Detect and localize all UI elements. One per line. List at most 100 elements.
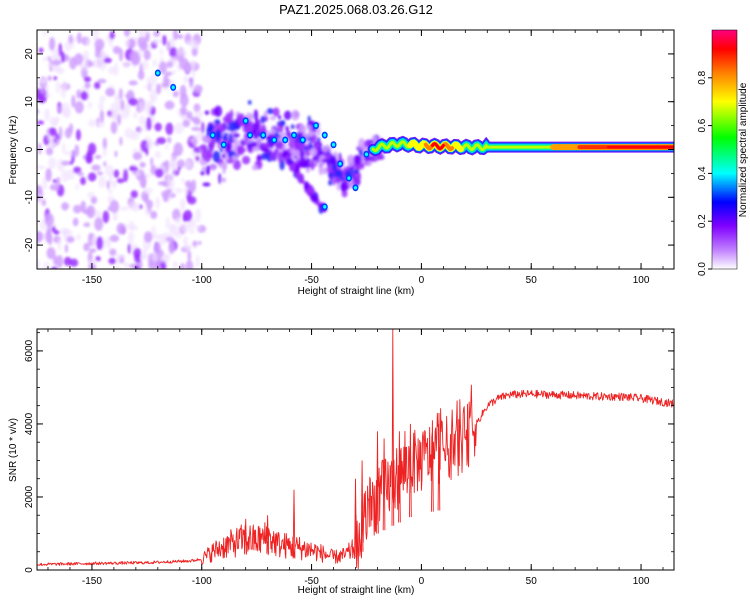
speckle-blob — [184, 186, 190, 196]
band-blob — [206, 126, 210, 139]
speckle-blob — [146, 139, 153, 151]
speckle-blob — [156, 39, 163, 44]
speckle-blob — [44, 213, 55, 227]
band-blob — [242, 155, 251, 165]
branch-blob — [284, 155, 292, 161]
speckle-blob — [108, 114, 118, 119]
speckle-blob — [53, 76, 58, 81]
speckle-blob — [120, 99, 125, 111]
speckle-blob — [118, 87, 123, 100]
speckle-blob — [128, 201, 138, 211]
speckle-blob — [127, 231, 135, 244]
band-blob — [305, 167, 311, 173]
speckle-blob — [99, 109, 105, 124]
speckle-blob — [74, 53, 84, 66]
speckle-blob — [193, 118, 202, 125]
band-blob — [253, 109, 259, 122]
band-blob — [269, 151, 276, 161]
speckle-blob — [51, 226, 56, 233]
speckle-blob — [190, 39, 200, 50]
speckle-blob — [137, 30, 148, 38]
band-blob — [252, 122, 259, 132]
speckle-blob — [193, 84, 203, 94]
speckle-blob — [163, 73, 169, 88]
speckle-blob — [172, 172, 176, 178]
speckle-blob — [143, 49, 151, 61]
speckle-blob — [62, 108, 71, 119]
speckle-blob — [82, 209, 93, 215]
speckle-blob — [102, 210, 110, 224]
speckle-blob — [73, 36, 78, 42]
speckle-blob — [108, 66, 116, 75]
speckle-blob — [184, 180, 193, 188]
snr-spike — [354, 478, 357, 560]
speckle-blob — [125, 93, 133, 99]
speckle-blob — [63, 151, 73, 156]
band-blob — [347, 155, 353, 168]
speckle-blob — [95, 121, 106, 128]
band-blob — [229, 133, 233, 142]
speckle-blob — [164, 100, 175, 110]
speckle-blob — [76, 32, 82, 44]
hot-spot-inner — [272, 138, 276, 142]
heatmap-y-ticks: -20 -10 0 10 20 — [24, 29, 674, 270]
speckle-blob — [169, 46, 178, 59]
speckle-blob — [119, 206, 130, 211]
speckle-blob — [149, 88, 158, 103]
speckle-blob — [139, 174, 147, 189]
speckle-blob — [190, 60, 196, 73]
speckle-blob — [84, 57, 89, 72]
band-blob — [206, 164, 210, 176]
heatmap-x-tick-label: -150 — [82, 275, 102, 286]
speckle-blob — [151, 225, 157, 237]
speckle-blob — [87, 191, 95, 199]
band-blob — [226, 158, 234, 164]
heatmap-y-tick-label: -10 — [24, 190, 35, 205]
speckle-blob — [179, 93, 189, 107]
speckle-blob — [94, 81, 101, 90]
speckle-blob — [75, 233, 81, 241]
speckle-blob — [179, 197, 186, 212]
snr-y-tick-label: 4000 — [24, 412, 35, 435]
speckle-blob — [97, 175, 107, 188]
speckle-blob — [134, 253, 142, 263]
colorbar-gradient — [711, 29, 738, 270]
speckle-blob — [95, 256, 101, 262]
heatmap-x-ticks: -150 -100 -50 0 50 100 — [47, 30, 664, 286]
speckle-blob — [134, 265, 140, 269]
speckle-blob — [139, 162, 146, 168]
band-blob — [214, 105, 223, 117]
speckle-blob — [124, 223, 130, 229]
speckle-blob — [37, 193, 43, 205]
band-blob — [272, 107, 280, 117]
speckle-blob — [102, 146, 107, 157]
snr-spike — [266, 515, 269, 554]
speckle-blob — [96, 236, 104, 251]
speckle-blob — [45, 83, 50, 95]
band-blob — [307, 115, 311, 123]
band-blob — [321, 146, 329, 152]
band-blob — [264, 135, 274, 140]
heatmap-x-tick-label: 50 — [526, 275, 538, 286]
speckle-blob — [106, 180, 110, 190]
snr-spike — [391, 329, 395, 526]
speckle-blob — [44, 93, 52, 98]
speckle-blob — [66, 169, 76, 181]
speckle-blob — [56, 176, 61, 186]
speckle-blob — [123, 261, 130, 269]
band-blob — [290, 124, 295, 130]
speckle-blob — [183, 244, 193, 251]
speckle-blob — [72, 217, 79, 227]
branch-blob — [303, 181, 310, 191]
speckle-blob — [98, 100, 105, 112]
speckle-blob — [168, 37, 176, 49]
heatmap-x-tick-label: 100 — [633, 275, 650, 286]
speckle-blob — [154, 151, 162, 159]
speckle-blob — [44, 108, 51, 122]
speckle-blob — [37, 230, 41, 244]
snr-spike — [376, 431, 379, 534]
speckle-blob — [193, 103, 201, 113]
speckle-blob — [127, 243, 131, 254]
